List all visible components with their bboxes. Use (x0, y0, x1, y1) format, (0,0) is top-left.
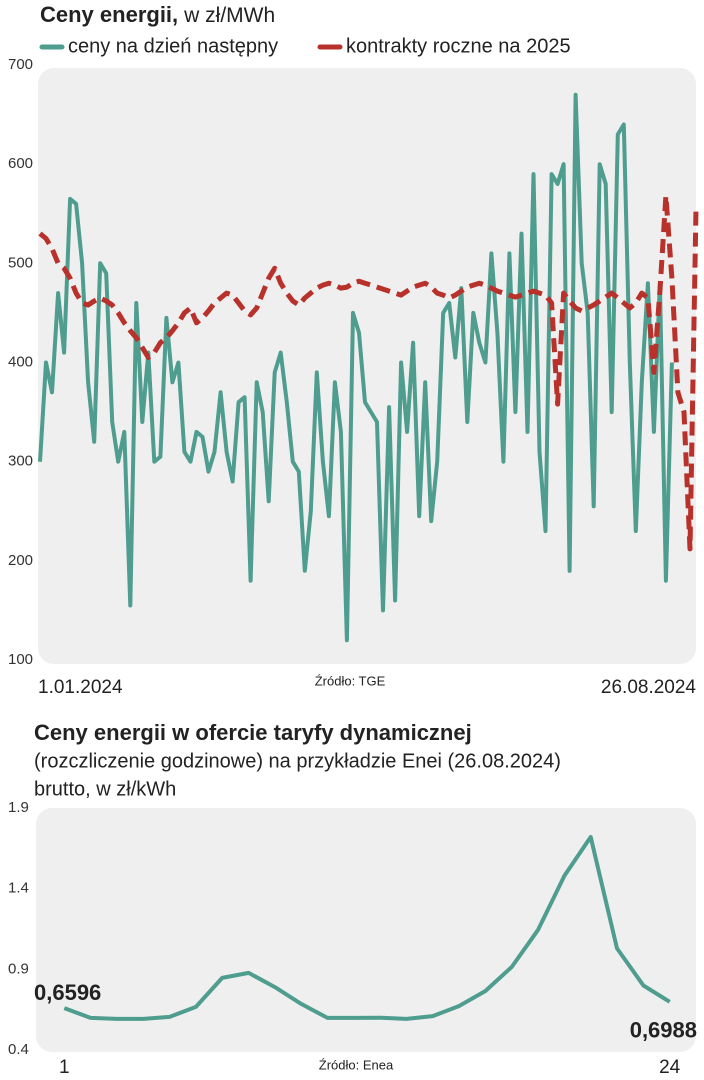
y-tick-label: 500 (8, 254, 33, 271)
y-tick-label: 1.4 (8, 880, 29, 897)
data-line (38, 193, 699, 552)
y-tick-label: 1.9 (8, 799, 29, 816)
data-line (63, 835, 671, 1021)
y-tick-label: 700 (8, 56, 33, 73)
y-tick-label: 100 (8, 651, 33, 668)
chart-title: Ceny energii, w zł/MWh (40, 2, 275, 27)
y-tick-label: 300 (8, 453, 33, 470)
title-unit: w zł/MWh (183, 4, 275, 27)
legend-label: kontrakty roczne na 2025 (346, 35, 571, 57)
plot-panel (36, 808, 696, 1052)
y-tick-label: 0.9 (8, 960, 29, 977)
x-tick-label: 24 (659, 1057, 681, 1078)
y-tick-label: 200 (8, 552, 33, 569)
y-tick-label: 0.4 (8, 1041, 29, 1058)
value-label: 0,6596 (34, 980, 101, 1005)
x-tick-label: 1 (59, 1057, 70, 1078)
x-tick-label: 1.01.2024 (38, 677, 123, 698)
source: Źródło: TGE (315, 673, 386, 688)
subtitle: (rozczliczenie godzinowe) na przykładzie… (34, 750, 561, 772)
data-line (38, 92, 674, 643)
source: Źródło: Enea (319, 1057, 394, 1072)
legend-label: ceny na dzień następny (68, 35, 278, 57)
x-tick-label: 26.08.2024 (601, 677, 697, 698)
value-label: 0,6988 (630, 1018, 697, 1043)
title-bold: Ceny energii, (40, 2, 178, 27)
y-tick-label: 600 (8, 155, 33, 172)
subtitle: brutto, w zł/kWh (34, 778, 176, 800)
chart-title: Ceny energii w ofercie taryfy dynamiczne… (34, 720, 472, 745)
y-tick-label: 400 (8, 353, 33, 370)
